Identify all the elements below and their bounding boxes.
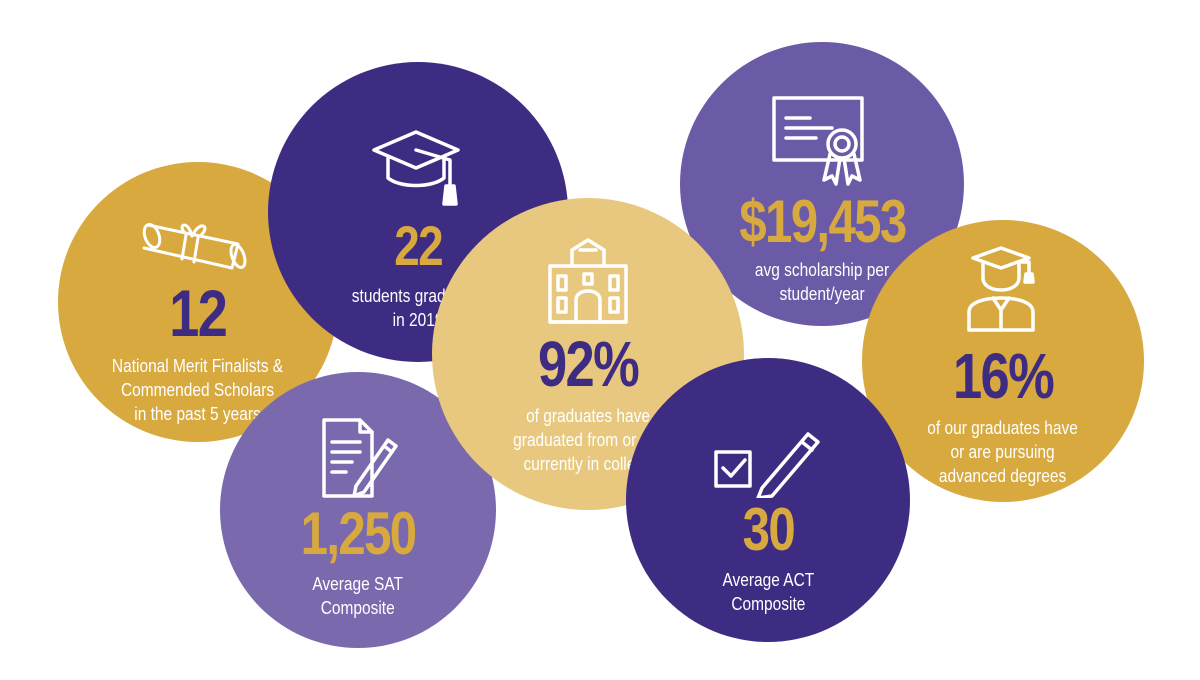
stat-value: $19,453	[738, 188, 907, 255]
checkbox-pencil-icon	[714, 432, 820, 498]
stat-label: Average ACT Composite	[722, 570, 814, 614]
stat-value: 30	[742, 496, 795, 563]
graduation-cap-icon	[372, 130, 460, 206]
stat-label: National Merit Finalists & Commended Sch…	[112, 356, 284, 424]
certificate-icon	[772, 96, 864, 186]
stat-label: avg scholarship per student/year	[754, 260, 890, 304]
diploma-scroll-icon	[142, 222, 247, 270]
document-pencil-icon	[322, 418, 398, 498]
stat-label: of graduates have graduated from or are …	[513, 406, 663, 474]
stat-circle-act: 30 Average ACT Composite	[626, 358, 910, 642]
stat-value: 1,250	[300, 500, 418, 567]
stat-circle-sat: 1,250 Average SAT Composite	[220, 372, 496, 648]
stat-value: 12	[169, 276, 229, 350]
stat-value: 92%	[537, 328, 640, 400]
stat-label: of our graduates have or are pursuing ad…	[927, 418, 1079, 486]
stat-value: 16%	[952, 340, 1055, 412]
college-building-icon	[548, 238, 628, 324]
stat-circle-advanced: 16% of our graduates have or are pursuin…	[862, 220, 1144, 502]
stat-label: Average SAT Composite	[312, 574, 404, 618]
graduate-person-icon	[967, 246, 1035, 332]
stat-value: 22	[394, 214, 443, 277]
